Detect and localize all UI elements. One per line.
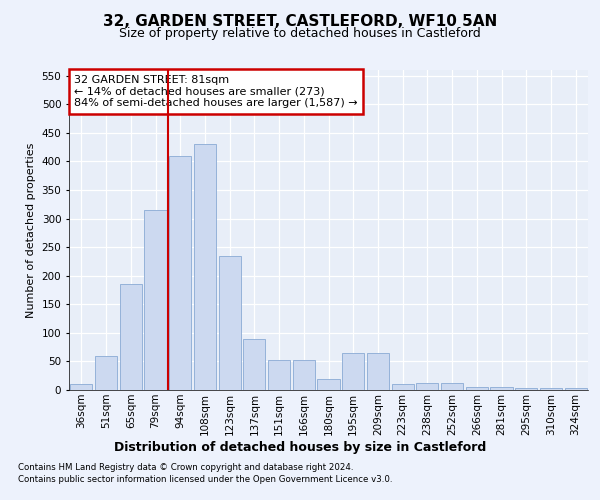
Bar — [243, 338, 265, 390]
Bar — [119, 284, 142, 390]
Bar — [194, 144, 216, 390]
Bar — [70, 384, 92, 390]
Bar — [490, 387, 512, 390]
Bar — [367, 353, 389, 390]
Bar — [416, 383, 439, 390]
Text: Contains public sector information licensed under the Open Government Licence v3: Contains public sector information licen… — [18, 474, 392, 484]
Bar — [441, 383, 463, 390]
Text: 32, GARDEN STREET, CASTLEFORD, WF10 5AN: 32, GARDEN STREET, CASTLEFORD, WF10 5AN — [103, 14, 497, 29]
Bar — [317, 378, 340, 390]
Bar — [95, 356, 117, 390]
Bar — [293, 360, 315, 390]
Bar — [268, 360, 290, 390]
Text: Contains HM Land Registry data © Crown copyright and database right 2024.: Contains HM Land Registry data © Crown c… — [18, 464, 353, 472]
Bar — [515, 388, 538, 390]
Text: 32 GARDEN STREET: 81sqm
← 14% of detached houses are smaller (273)
84% of semi-d: 32 GARDEN STREET: 81sqm ← 14% of detache… — [74, 75, 358, 108]
Text: Distribution of detached houses by size in Castleford: Distribution of detached houses by size … — [114, 441, 486, 454]
Bar — [145, 210, 167, 390]
Bar — [342, 353, 364, 390]
Bar — [169, 156, 191, 390]
Y-axis label: Number of detached properties: Number of detached properties — [26, 142, 36, 318]
Bar — [540, 388, 562, 390]
Text: Size of property relative to detached houses in Castleford: Size of property relative to detached ho… — [119, 28, 481, 40]
Bar — [218, 256, 241, 390]
Bar — [466, 387, 488, 390]
Bar — [565, 388, 587, 390]
Bar — [392, 384, 414, 390]
